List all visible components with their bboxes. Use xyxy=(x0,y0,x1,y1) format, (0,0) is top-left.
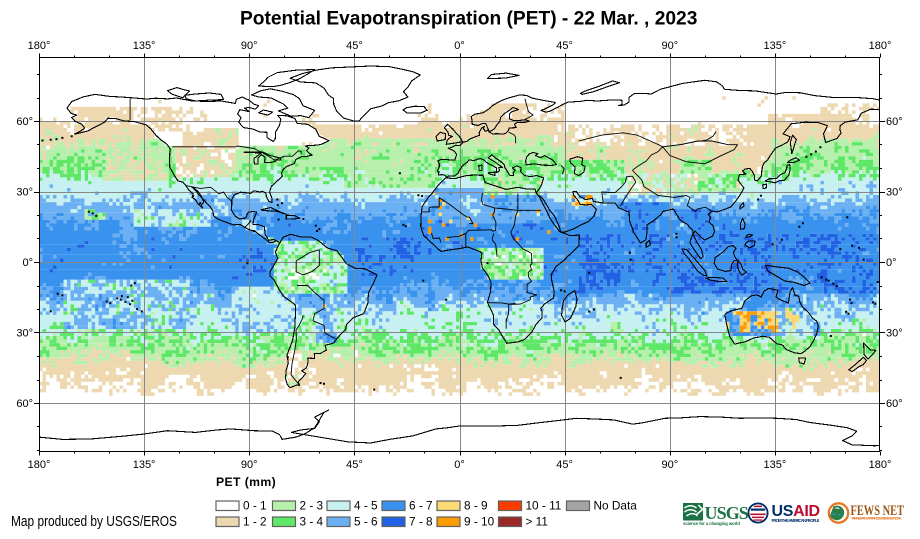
svg-text:30°: 30° xyxy=(16,187,33,199)
svg-text:9 - 10: 9 - 10 xyxy=(464,515,495,529)
svg-text:60°: 60° xyxy=(886,398,903,410)
svg-text:90°: 90° xyxy=(661,40,678,52)
svg-text:30°: 30° xyxy=(886,187,903,199)
svg-text:60°: 60° xyxy=(16,398,33,410)
svg-text:No Data: No Data xyxy=(594,499,638,513)
svg-text:FROM THE AMERICAN PEOPLE: FROM THE AMERICAN PEOPLE xyxy=(772,518,820,523)
svg-text:5 - 6: 5 - 6 xyxy=(354,515,378,529)
svg-text:0 - 1: 0 - 1 xyxy=(243,499,267,513)
svg-text:2 - 3: 2 - 3 xyxy=(300,499,324,513)
svg-text:135°: 135° xyxy=(764,459,787,471)
svg-text:60°: 60° xyxy=(886,116,903,128)
svg-text:0°: 0° xyxy=(22,257,33,269)
svg-text:0°: 0° xyxy=(454,40,465,52)
svg-text:FEWS NET: FEWS NET xyxy=(851,503,905,519)
svg-text:7 - 8: 7 - 8 xyxy=(409,515,433,529)
svg-text:30°: 30° xyxy=(16,328,33,340)
svg-text:Potential Evapotranspiration (: Potential Evapotranspiration (PET) - 22 … xyxy=(240,9,697,30)
svg-text:science for a changing world: science for a changing world xyxy=(683,521,740,526)
svg-text:8 - 9: 8 - 9 xyxy=(464,499,488,513)
svg-text:135°: 135° xyxy=(764,40,787,52)
svg-text:45°: 45° xyxy=(346,459,363,471)
svg-text:180°: 180° xyxy=(28,40,51,52)
svg-text:0°: 0° xyxy=(886,257,897,269)
svg-text:180°: 180° xyxy=(28,459,51,471)
svg-text:10 - 11: 10 - 11 xyxy=(526,499,562,513)
svg-text:Map produced by USGS/EROS: Map produced by USGS/EROS xyxy=(11,514,177,530)
svg-text:4 - 5: 4 - 5 xyxy=(354,499,378,513)
svg-text:45°: 45° xyxy=(346,40,363,52)
svg-text:PET (mm): PET (mm) xyxy=(216,475,276,489)
svg-text:0°: 0° xyxy=(454,459,465,471)
svg-text:90°: 90° xyxy=(661,459,678,471)
svg-text:3 - 4: 3 - 4 xyxy=(300,515,324,529)
svg-text:180°: 180° xyxy=(869,40,892,52)
svg-text:6 - 7: 6 - 7 xyxy=(409,499,433,513)
svg-text:30°: 30° xyxy=(886,328,903,340)
svg-text:> 11: > 11 xyxy=(526,515,548,529)
svg-text:60°: 60° xyxy=(16,116,33,128)
svg-text:USAID: USAID xyxy=(772,503,820,520)
svg-text:135°: 135° xyxy=(133,459,156,471)
svg-text:90°: 90° xyxy=(241,459,258,471)
svg-text:USGS: USGS xyxy=(705,503,749,523)
svg-text:45°: 45° xyxy=(556,459,573,471)
svg-text:FAMINE EARLY WARNING SYSTEMS N: FAMINE EARLY WARNING SYSTEMS NETWORK xyxy=(852,517,902,521)
svg-text:1 - 2: 1 - 2 xyxy=(243,515,267,529)
svg-text:180°: 180° xyxy=(869,459,892,471)
svg-text:45°: 45° xyxy=(556,40,573,52)
svg-text:135°: 135° xyxy=(133,40,156,52)
svg-text:90°: 90° xyxy=(241,40,258,52)
